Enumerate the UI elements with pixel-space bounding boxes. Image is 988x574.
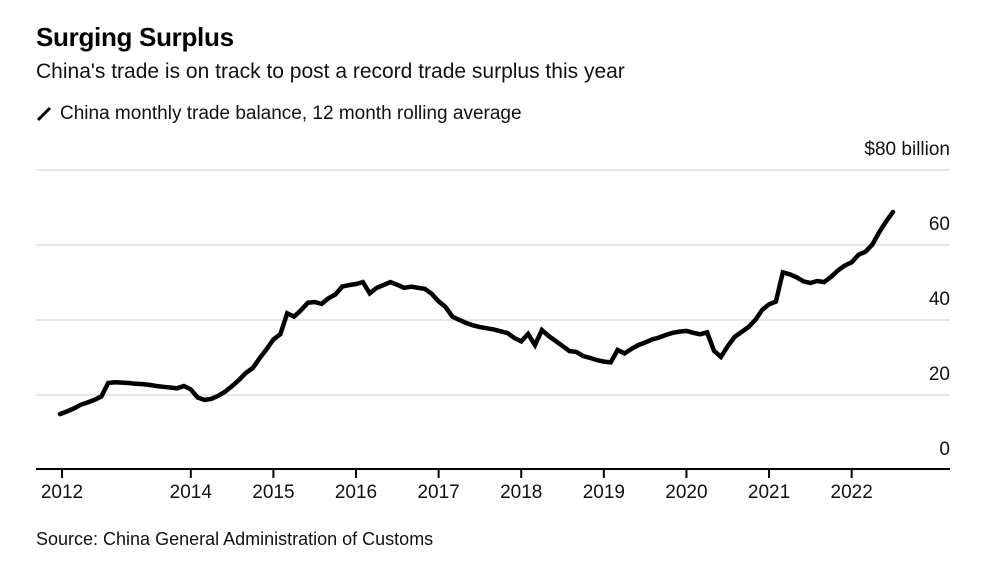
y-axis-label: 0: [939, 439, 950, 460]
line-series-swatch-icon: [36, 106, 52, 122]
source-attribution: Source: China General Administration of …: [36, 529, 434, 549]
x-axis-year-label: 2014: [170, 482, 213, 503]
x-axis-year-label: 2021: [748, 482, 790, 503]
y-axis-label: 20: [929, 364, 950, 385]
chart-title: Surging Surplus: [36, 22, 234, 52]
x-axis-year-label: 2017: [417, 482, 459, 503]
x-axis-year-label: 2018: [500, 482, 542, 503]
y-axis-label: $80 billion: [864, 139, 950, 160]
x-axis-year-label: 2022: [831, 482, 873, 503]
trade-balance-series-line: [57, 209, 896, 417]
chart-legend: China monthly trade balance, 12 month ro…: [36, 103, 522, 125]
chart-subtitle: China's trade is on track to post a reco…: [36, 60, 625, 83]
x-axis-year-label: 2016: [335, 482, 377, 503]
x-axis-year-label: 2019: [583, 482, 625, 503]
legend-series-label: China monthly trade balance, 12 month ro…: [60, 103, 522, 124]
x-axis-year-label: 2020: [665, 482, 707, 503]
x-axis-year-label: 2012: [41, 482, 83, 503]
x-axis-year-label: 2015: [252, 482, 294, 503]
y-axis-label: 40: [929, 289, 950, 310]
y-axis-label: 60: [929, 214, 950, 235]
